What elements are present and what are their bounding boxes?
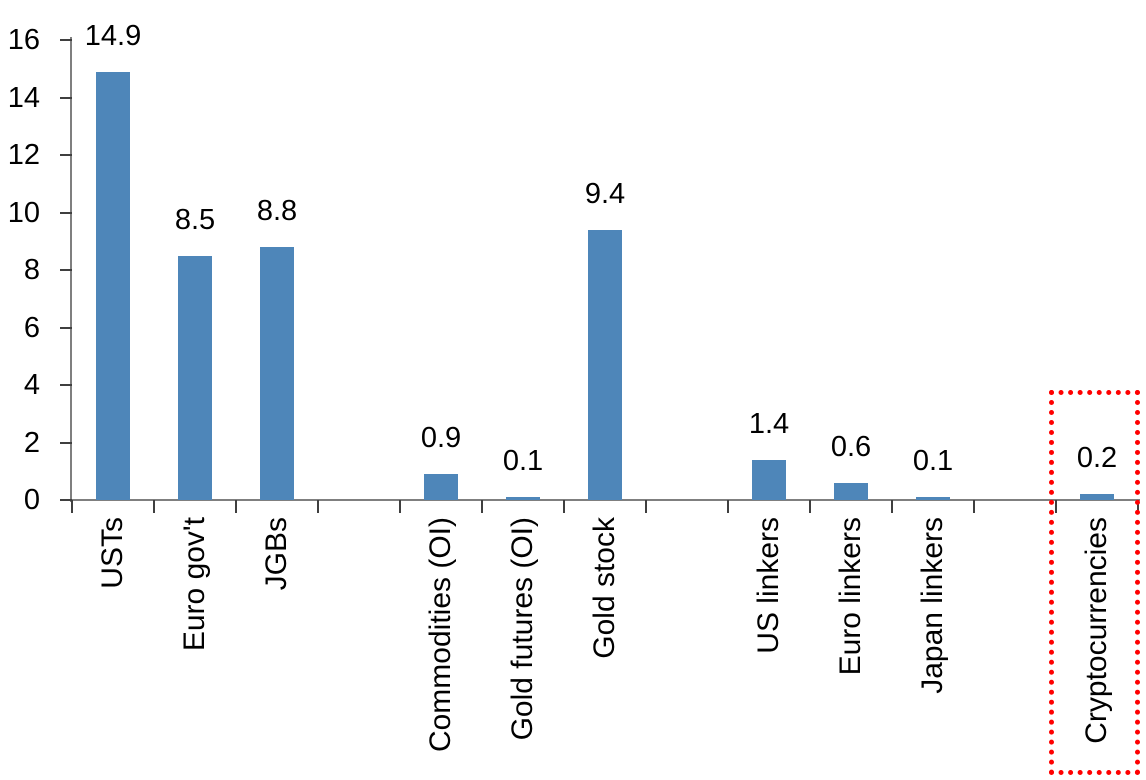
category-label-text: USTs	[96, 517, 129, 589]
y-tick	[60, 39, 72, 41]
bar	[178, 255, 212, 500]
x-tick	[153, 500, 155, 513]
bar	[916, 497, 950, 500]
y-tick	[60, 96, 72, 99]
y-tick	[60, 326, 72, 329]
category-label: Euro linkers	[826, 517, 876, 675]
x-tick	[891, 500, 893, 513]
bar-value-label: 0.2	[1076, 442, 1118, 475]
x-tick	[563, 500, 565, 513]
y-tick	[60, 499, 72, 501]
y-tick-label: 0	[23, 484, 40, 516]
bar-value-label: 9.4	[584, 177, 626, 210]
bar	[506, 497, 540, 500]
x-tick	[317, 500, 319, 513]
x-tick	[1055, 500, 1057, 513]
bar	[424, 474, 458, 500]
category-label: USTs	[88, 517, 138, 589]
bar	[752, 459, 786, 500]
category-label-text: Euro linkers	[834, 517, 867, 676]
category-label-text: Gold stock	[588, 517, 621, 659]
category-label: Commodities (OI)	[416, 517, 466, 752]
y-tick	[60, 384, 72, 386]
category-label: Gold stock	[580, 517, 630, 659]
y-tick-label: 16	[7, 24, 40, 56]
x-axis-line	[70, 499, 1140, 501]
y-tick-label: 2	[23, 426, 40, 459]
category-label-text: Euro gov't	[178, 517, 211, 652]
category-label: JGBs	[252, 517, 302, 590]
x-tick	[809, 500, 811, 513]
category-label: US linkers	[744, 517, 794, 654]
y-tick-label: 12	[7, 139, 40, 171]
category-label-text: US linkers	[752, 517, 785, 654]
category-label-text: JGBs	[260, 517, 293, 591]
x-tick	[399, 500, 401, 513]
y-tick	[60, 211, 72, 214]
y-tick-label: 4	[23, 369, 40, 401]
category-label: Euro gov't	[170, 517, 220, 651]
bar-value-label: 0.9	[420, 422, 462, 455]
bar	[588, 229, 622, 500]
x-tick	[481, 500, 483, 513]
y-tick-label: 6	[23, 311, 40, 344]
highlight-box	[1049, 390, 1140, 775]
bar-value-label: 0.1	[912, 445, 954, 478]
category-label-text: Japan linkers	[916, 517, 949, 694]
y-tick-label: 8	[23, 254, 40, 286]
category-label: Japan linkers	[908, 517, 958, 694]
y-tick-label: 10	[7, 196, 40, 229]
x-tick	[973, 500, 975, 513]
bar	[1080, 494, 1114, 500]
bar	[96, 71, 130, 500]
bar	[834, 482, 868, 500]
x-tick	[235, 500, 237, 513]
x-tick	[71, 500, 73, 513]
bar	[260, 247, 294, 500]
category-label-text: Commodities (OI)	[424, 517, 457, 753]
category-label: Gold futures (OI)	[498, 517, 548, 740]
bar-value-label: 8.5	[174, 203, 216, 236]
category-label-text: Gold futures (OI)	[506, 517, 539, 741]
bar-value-label: 1.4	[748, 407, 790, 440]
x-tick	[727, 500, 729, 513]
bar-value-label: 8.8	[256, 195, 298, 227]
y-tick-label: 14	[7, 81, 40, 114]
bar-value-label: 0.1	[502, 445, 544, 478]
x-tick	[645, 500, 647, 513]
y-tick	[60, 154, 72, 156]
y-tick	[60, 441, 72, 444]
y-tick	[60, 269, 72, 271]
bar-value-label: 14.9	[84, 19, 142, 52]
bar-value-label: 0.6	[830, 430, 872, 463]
